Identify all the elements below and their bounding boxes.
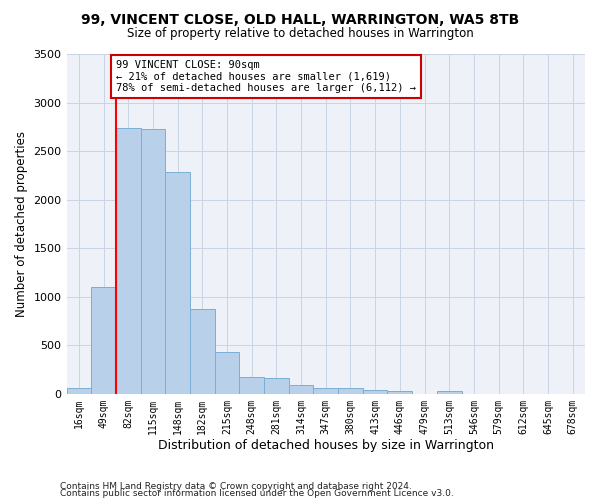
Text: 99 VINCENT CLOSE: 90sqm
← 21% of detached houses are smaller (1,619)
78% of semi: 99 VINCENT CLOSE: 90sqm ← 21% of detache… [116, 60, 416, 93]
Text: Contains HM Land Registry data © Crown copyright and database right 2024.: Contains HM Land Registry data © Crown c… [60, 482, 412, 491]
Bar [215, 352, 239, 394]
Bar [239, 378, 264, 394]
Y-axis label: Number of detached properties: Number of detached properties [15, 131, 28, 317]
X-axis label: Distribution of detached houses by size in Warrington: Distribution of detached houses by size … [158, 440, 494, 452]
Text: Contains public sector information licensed under the Open Government Licence v3: Contains public sector information licen… [60, 489, 454, 498]
Bar [289, 385, 313, 394]
Bar [165, 172, 190, 394]
Text: Size of property relative to detached houses in Warrington: Size of property relative to detached ho… [127, 28, 473, 40]
Bar [437, 392, 461, 394]
Bar [140, 129, 165, 394]
Bar [91, 286, 116, 394]
Bar [363, 390, 388, 394]
Bar [116, 128, 140, 394]
Bar [388, 392, 412, 394]
Bar [313, 388, 338, 394]
Bar [338, 388, 363, 394]
Bar [67, 388, 91, 394]
Bar [264, 378, 289, 394]
Text: 99, VINCENT CLOSE, OLD HALL, WARRINGTON, WA5 8TB: 99, VINCENT CLOSE, OLD HALL, WARRINGTON,… [81, 12, 519, 26]
Bar [190, 309, 215, 394]
